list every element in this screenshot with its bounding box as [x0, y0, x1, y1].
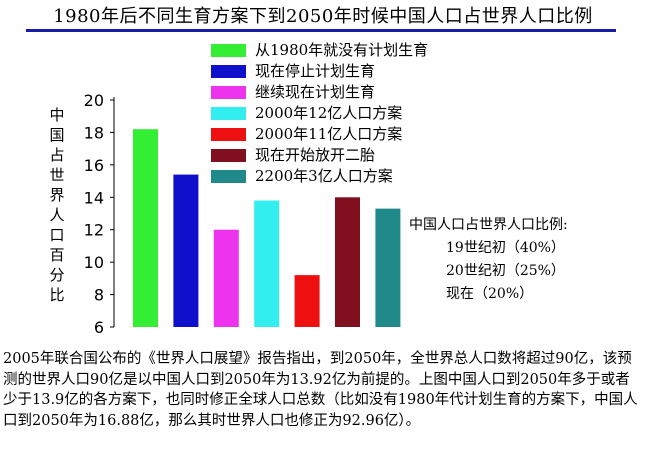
y-tick-label: 12 [84, 221, 104, 240]
legend-label: 继续现在计划生育 [255, 83, 376, 101]
bar [254, 200, 280, 327]
legend-swatch [211, 128, 246, 141]
legend-swatch [211, 149, 246, 162]
bar-chart: 6 8 10 12 14 16 18 20 [84, 91, 401, 337]
y-tick-label: 14 [84, 188, 104, 207]
y-tick-label: 10 [84, 253, 104, 272]
y-tick-label: 18 [84, 123, 104, 142]
legend-label: 2200年3亿人口方案 [255, 167, 393, 185]
legend-label: 2000年11亿人口方案 [255, 125, 403, 143]
legend-swatch [211, 65, 246, 78]
title-underline [26, 29, 616, 32]
y-axis-title: 中国占世界人口百分比 [49, 106, 65, 304]
legend-label: 现在停止计划生育 [255, 62, 376, 80]
legend-swatch [211, 44, 246, 57]
y-tick-label: 20 [84, 91, 104, 110]
historical-share-note: 中国人口占世界人口比例: 19世纪初（40%） 20世纪初（25%） 现在（20… [409, 214, 568, 306]
legend-swatch [211, 107, 246, 120]
y-tick-label: 16 [84, 156, 104, 175]
bar [375, 208, 401, 327]
legend-label: 2000年12亿人口方案 [255, 104, 403, 122]
legend-label: 从1980年就没有计划生育 [255, 41, 429, 59]
y-tick-label: 8 [94, 286, 104, 305]
side-note-item: 现在（20%） [446, 286, 534, 302]
bar [173, 174, 199, 327]
chart-title: 1980年后不同生育方案下到2050年时候中国人口占世界人口比例 [53, 6, 593, 27]
y-tick-label: 6 [94, 318, 104, 337]
side-note-item: 20世纪初（25%） [446, 263, 565, 279]
legend-swatch [211, 170, 246, 183]
legend-swatch [211, 86, 246, 99]
bar [335, 197, 360, 327]
side-note-heading: 中国人口占世界人口比例: [409, 217, 568, 233]
bar [213, 229, 239, 327]
legend-label: 现在开始放开二胎 [255, 146, 376, 164]
bar [294, 275, 320, 327]
bar [133, 129, 158, 327]
side-note-item: 19世纪初（40%） [446, 240, 565, 256]
explanatory-paragraph: 2005年联合国公布的《世界人口展望》报告指出，到2050年，全世界总人口数将超… [3, 351, 638, 429]
